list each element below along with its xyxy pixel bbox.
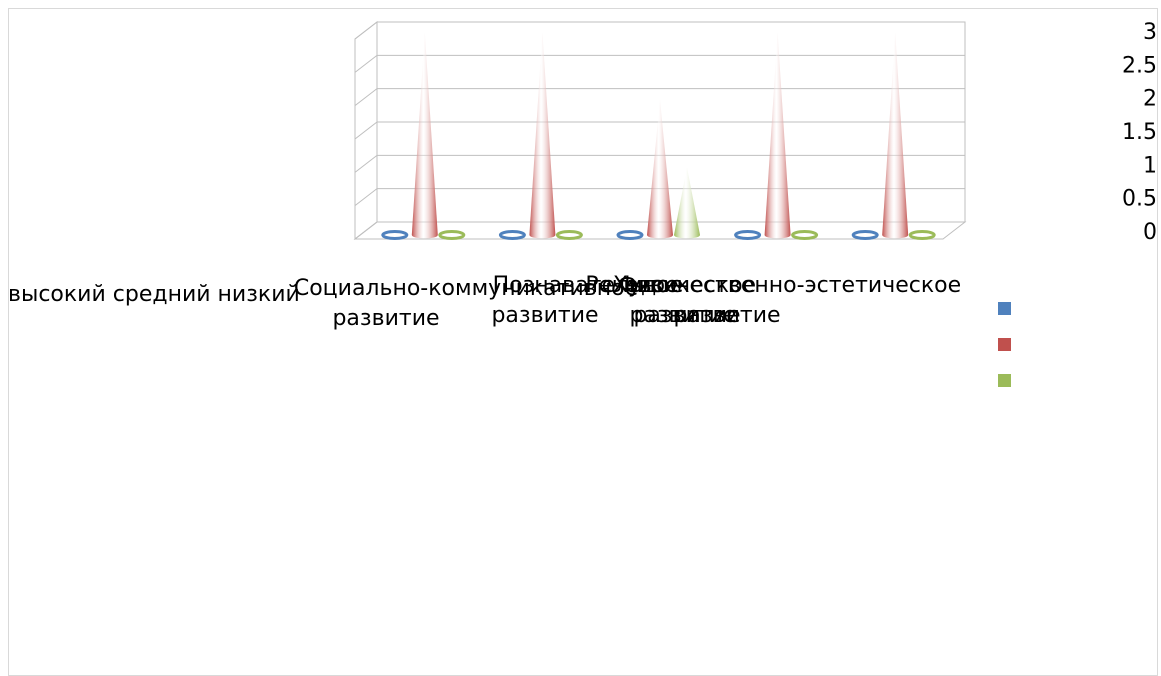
cone-низкий xyxy=(555,230,583,240)
cone-средний xyxy=(882,32,909,239)
gridline-side xyxy=(354,121,378,140)
cone-высокий xyxy=(851,230,879,240)
legend-swatch xyxy=(998,302,1011,315)
cone-низкий xyxy=(438,230,466,240)
cone-высокий xyxy=(498,230,526,240)
x-category-label: развитие xyxy=(332,306,439,331)
cone-высокий xyxy=(734,230,762,240)
x-category-label: Познавательное xyxy=(493,273,684,298)
chart-frame xyxy=(8,8,1158,676)
y-tick-label: 3 xyxy=(1143,20,1157,45)
y-tick-label: 0.5 xyxy=(1122,187,1157,212)
cone-высокий xyxy=(616,230,644,240)
gridline-side xyxy=(354,21,378,40)
series-names-label: высокий средний низкий xyxy=(8,282,300,307)
gridline-side xyxy=(354,154,378,173)
legend-item xyxy=(998,336,1011,372)
gridline-side xyxy=(354,54,378,73)
legend xyxy=(998,300,1011,408)
x-category-label: Речевое xyxy=(585,273,678,298)
cone-средний xyxy=(764,32,791,239)
gridline-side xyxy=(354,221,378,240)
legend-swatch xyxy=(998,374,1011,387)
y-tick-label: 2 xyxy=(1143,87,1157,112)
y-tick-label: 1 xyxy=(1143,153,1157,178)
cone-низкий xyxy=(908,230,936,240)
x-category-label: развитие xyxy=(491,303,598,328)
x-category-label: развитие xyxy=(673,303,780,328)
y-tick-label: 0 xyxy=(1143,220,1157,245)
x-category-label: развитие xyxy=(629,303,736,328)
gridline-side xyxy=(354,188,378,207)
x-category-label: Социально-коммуникативное xyxy=(294,276,638,301)
x-category-label: Художественно-эстетическое xyxy=(613,273,961,298)
cone-средний xyxy=(411,32,438,239)
x-category-label: развитие xyxy=(633,303,740,328)
cone-высокий xyxy=(381,230,409,240)
legend-item xyxy=(998,300,1011,336)
cone-средний xyxy=(647,99,674,239)
cone-низкий xyxy=(791,230,819,240)
legend-item xyxy=(998,372,1011,408)
x-category-label: Физическое xyxy=(618,273,756,298)
y-tick-label: 2.5 xyxy=(1122,53,1157,78)
y-tick-label: 1.5 xyxy=(1122,120,1157,145)
cone-средний xyxy=(529,32,556,239)
gridline-side xyxy=(354,88,378,107)
cone-низкий xyxy=(674,167,701,239)
legend-swatch xyxy=(998,338,1011,351)
